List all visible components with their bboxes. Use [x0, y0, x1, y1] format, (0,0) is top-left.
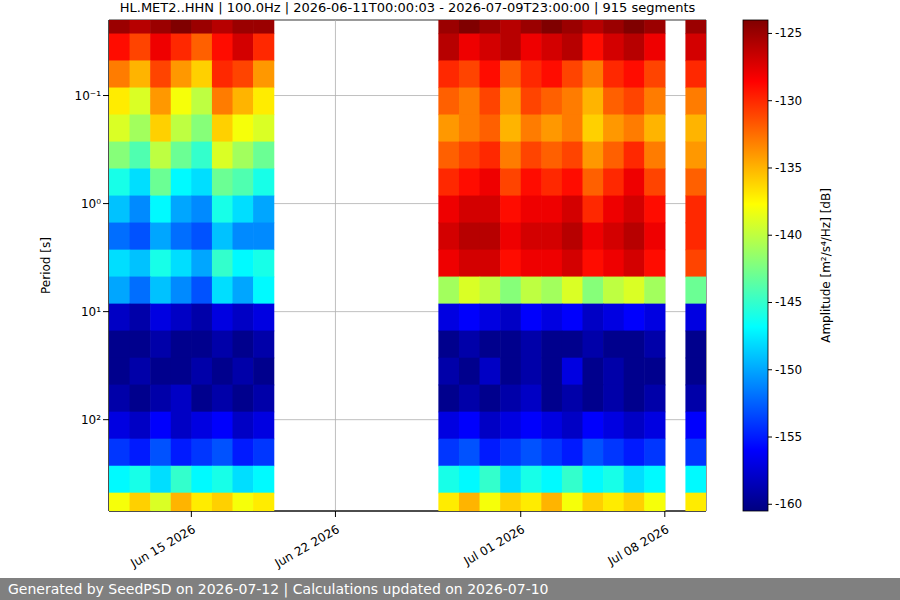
svg-text:Period [s]: Period [s] [39, 237, 53, 294]
svg-text:-155: -155 [775, 430, 802, 444]
svg-text:-125: -125 [775, 26, 802, 40]
svg-text:-150: -150 [775, 363, 802, 377]
html-text:HL.MET2..HHN | 100.0Hz | 2026-: HL.MET2..HHN | 100.0Hz | 2026-06-11T00:0… [119, 0, 696, 15]
svg-text:10⁻¹: 10⁻¹ [75, 89, 102, 103]
svg-text:Amplitude [m²/s⁴/Hz] [dB]: Amplitude [m²/s⁴/Hz] [dB] [819, 188, 833, 343]
svg-text:10⁰: 10⁰ [81, 197, 101, 211]
svg-text:Jul 08 2026: Jul 08 2026 [605, 522, 672, 569]
svg-text:-140: -140 [775, 228, 802, 242]
svg-text:-135: -135 [775, 161, 802, 175]
svg-text:Jul 01 2026: Jul 01 2026 [461, 522, 528, 569]
svg-text:-145: -145 [775, 295, 802, 309]
svg-text:Jun 22 2026: Jun 22 2026 [272, 522, 342, 571]
svg-text:-160: -160 [775, 497, 802, 511]
html-text:Generated by SeedPSD on 2026-0: Generated by SeedPSD on 2026-07-12 | Cal… [8, 581, 549, 597]
svg-text:Jun 15 2026: Jun 15 2026 [127, 522, 197, 571]
svg-text:-130: -130 [775, 94, 802, 108]
svg-text:10²: 10² [81, 413, 101, 427]
svg-text:10¹: 10¹ [81, 305, 101, 319]
